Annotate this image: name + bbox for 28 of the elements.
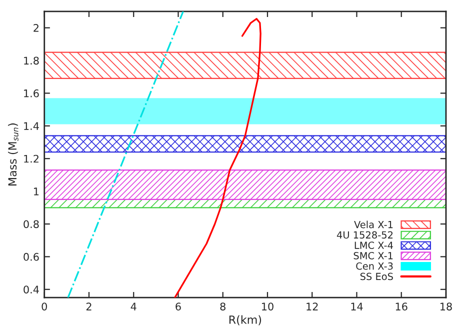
- x-tick-label: 6: [176, 302, 181, 310]
- x-tick-label: 10: [262, 302, 274, 310]
- legend-label: Cen X-3: [356, 262, 393, 270]
- y-tick-label: 1.4: [24, 122, 39, 130]
- x-axis-title: R(km): [229, 315, 262, 326]
- x-tick-label: 0: [42, 302, 47, 310]
- x-tick-label: 18: [440, 302, 452, 310]
- y-tick-label: 0.6: [24, 252, 39, 261]
- y-tick-label: 2: [34, 24, 38, 32]
- x-tick-label: 14: [351, 302, 363, 310]
- legend-label: SS EoS: [360, 272, 393, 280]
- legend-label: 4U 1528-52: [336, 231, 393, 239]
- x-tick-label: 16: [396, 302, 408, 310]
- legend-label: LMC X-4: [354, 242, 393, 249]
- x-tick-label: 2: [86, 302, 92, 310]
- x-tick-label: 8: [220, 302, 226, 310]
- y-tick-label: 1.8: [24, 56, 39, 65]
- y-tick-label: 0.8: [24, 220, 39, 228]
- legend-label: SMC X-1: [354, 252, 393, 260]
- y-tick-label: 0.4: [24, 286, 39, 294]
- y-tick-label: 1.6: [24, 89, 39, 98]
- y-tick-label: 1: [34, 188, 39, 196]
- line-series: [174, 18, 262, 298]
- y-tick-label: 1.2: [24, 154, 38, 163]
- legend-label: Vela X-1: [354, 220, 393, 228]
- x-tick-label: 4: [130, 302, 136, 310]
- y-axis-title: Mass (M$_{sun}$): [8, 123, 18, 186]
- x-tick-label: 12: [306, 302, 318, 310]
